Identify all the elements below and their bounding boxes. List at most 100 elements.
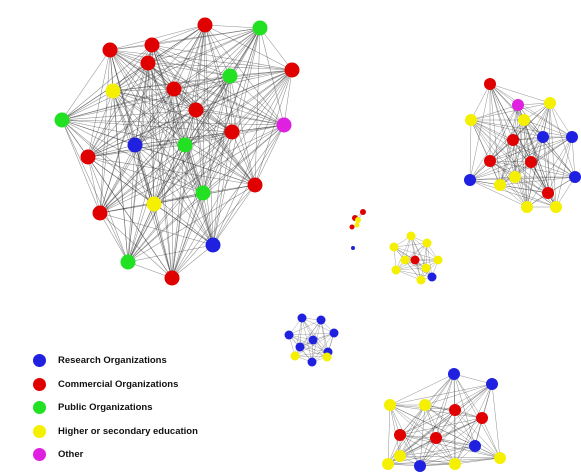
edge bbox=[299, 346, 329, 353]
edge bbox=[254, 124, 285, 186]
edge bbox=[512, 139, 516, 178]
node-research bbox=[448, 368, 460, 380]
edge bbox=[389, 404, 483, 419]
edge bbox=[153, 88, 175, 205]
edge bbox=[469, 161, 532, 181]
edge bbox=[109, 49, 175, 90]
node-commercial bbox=[188, 102, 204, 118]
edge bbox=[393, 242, 428, 248]
edge bbox=[410, 235, 427, 269]
edge bbox=[171, 144, 186, 279]
edge bbox=[259, 27, 293, 71]
edge bbox=[542, 136, 549, 194]
edge bbox=[147, 62, 233, 133]
edge bbox=[294, 351, 329, 357]
node-higher-education bbox=[391, 265, 401, 275]
edge bbox=[147, 62, 186, 146]
edge bbox=[435, 383, 493, 439]
edge bbox=[147, 27, 261, 64]
edge bbox=[424, 404, 501, 459]
edge bbox=[470, 102, 551, 121]
edge bbox=[514, 176, 549, 194]
edge bbox=[526, 161, 532, 208]
node-commercial bbox=[166, 81, 182, 97]
node-higher-education bbox=[384, 399, 396, 411]
edge bbox=[530, 161, 576, 178]
edge bbox=[99, 212, 173, 279]
node-higher-education bbox=[509, 171, 521, 183]
edge bbox=[454, 383, 493, 465]
edge bbox=[153, 203, 214, 246]
edge bbox=[134, 62, 149, 146]
edge bbox=[470, 119, 516, 178]
legend-swatch-commercial bbox=[33, 377, 46, 391]
edge bbox=[489, 83, 514, 141]
legend-swatch-research bbox=[33, 354, 46, 368]
edge bbox=[229, 75, 233, 133]
edge bbox=[387, 404, 391, 465]
edge bbox=[99, 203, 155, 214]
edge bbox=[99, 212, 214, 246]
edge bbox=[389, 404, 437, 439]
node-higher-education bbox=[354, 222, 360, 228]
edge bbox=[393, 246, 439, 261]
edge bbox=[134, 27, 261, 146]
edge bbox=[514, 102, 551, 178]
edge bbox=[153, 124, 285, 205]
edge bbox=[127, 244, 214, 263]
edge bbox=[195, 109, 204, 194]
edge bbox=[151, 44, 256, 186]
edge bbox=[147, 62, 285, 126]
legend-label-other: Other bbox=[58, 449, 84, 461]
legend-label-public: Public Organizations bbox=[58, 402, 153, 414]
edge bbox=[147, 62, 256, 186]
edge bbox=[469, 104, 519, 181]
node-higher-education bbox=[521, 201, 533, 213]
edge bbox=[112, 69, 293, 92]
edge bbox=[204, 24, 231, 77]
node-research bbox=[427, 272, 437, 282]
node-higher-education bbox=[406, 231, 416, 241]
edge bbox=[173, 24, 206, 90]
node-research bbox=[205, 237, 221, 253]
edge bbox=[127, 184, 256, 263]
edge bbox=[489, 160, 532, 163]
edge bbox=[195, 69, 293, 111]
edge bbox=[195, 109, 214, 246]
edge bbox=[171, 192, 204, 279]
edge bbox=[109, 49, 293, 71]
legend-label-higher-education: Higher or secondary education bbox=[58, 425, 198, 437]
edge bbox=[395, 267, 427, 271]
edge bbox=[470, 119, 528, 208]
edge bbox=[424, 404, 476, 447]
edge bbox=[399, 434, 456, 465]
node-commercial bbox=[144, 37, 160, 53]
edge bbox=[99, 24, 206, 214]
node-commercial bbox=[164, 270, 180, 286]
node-commercial bbox=[507, 134, 519, 146]
edge bbox=[469, 176, 516, 181]
legend-swatch-other bbox=[33, 448, 46, 462]
edge bbox=[147, 62, 214, 246]
node-commercial bbox=[525, 156, 537, 168]
node-higher-education bbox=[389, 242, 399, 252]
edge bbox=[399, 434, 421, 467]
node-commercial bbox=[430, 432, 442, 444]
node-higher-education bbox=[518, 114, 530, 126]
edge bbox=[87, 49, 111, 158]
node-commercial bbox=[102, 42, 118, 58]
edge bbox=[61, 75, 231, 121]
edge bbox=[99, 69, 293, 214]
edge bbox=[424, 383, 493, 406]
edge bbox=[134, 144, 173, 279]
edge bbox=[99, 144, 136, 214]
edge bbox=[61, 119, 101, 214]
edge bbox=[147, 62, 155, 205]
legend-item-public: Public Organizations bbox=[33, 396, 198, 420]
edge bbox=[112, 90, 136, 146]
edge bbox=[419, 383, 493, 467]
node-research bbox=[351, 246, 355, 250]
edge bbox=[499, 176, 576, 186]
edge bbox=[99, 109, 197, 214]
edge bbox=[489, 83, 551, 104]
